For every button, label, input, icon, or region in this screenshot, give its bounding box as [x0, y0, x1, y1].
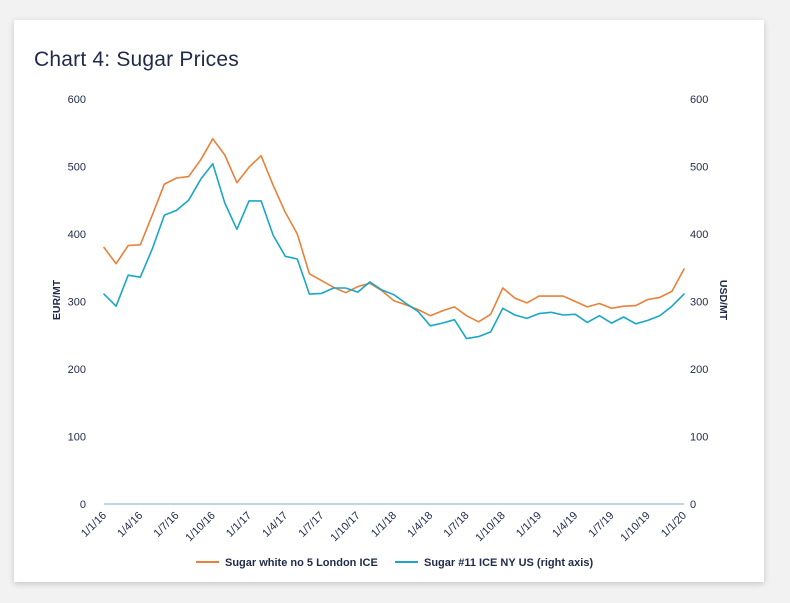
x-axis-ticks: 1/1/16 1/4/16 1/7/16 1/10/16 1/1/17 1/4/17 1/7… — [79, 510, 689, 544]
series-lines — [103, 138, 685, 340]
chart-title: Chart 4: Sugar Prices — [34, 48, 239, 71]
x-tick-1: 1/4/16 — [115, 510, 145, 540]
legend-label-series1: Sugar white no 5 London ICE — [225, 557, 378, 569]
x-tick-0: 1/1/16 — [79, 510, 109, 540]
x-tick-11: 1/10/18 — [473, 510, 507, 544]
y-tick-right-6: 600 — [690, 94, 708, 106]
y-tick-right-1: 100 — [690, 432, 708, 444]
x-tick-8: 1/1/18 — [369, 510, 399, 540]
y-tick-left-0: 0 — [80, 499, 86, 511]
y-tick-right-4: 400 — [690, 229, 708, 241]
x-tick-6: 1/7/17 — [297, 510, 327, 540]
y-axis-right-ticks: 0 100 200 300 400 500 600 — [690, 94, 708, 511]
series-line-1 — [103, 138, 685, 323]
x-tick-10: 1/7/18 — [442, 510, 472, 540]
y-axis-title-left: EUR/MT — [51, 279, 63, 320]
x-tick-13: 1/4/19 — [550, 510, 580, 540]
chart-card: Chart 4: Sugar Prices EUR/MT USD/MT 0 100… — [14, 20, 764, 582]
legend-label-series2: Sugar #11 ICE NY US (right axis) — [424, 557, 593, 569]
y-tick-left-1: 100 — [68, 432, 86, 444]
y-tick-right-3: 300 — [690, 297, 708, 309]
y-tick-left-5: 500 — [68, 162, 86, 174]
legend: Sugar white no 5 London ICE Sugar #11 IC… — [196, 557, 593, 569]
x-tick-2: 1/7/16 — [152, 510, 182, 540]
x-tick-14: 1/7/19 — [587, 510, 617, 540]
x-tick-4: 1/1/17 — [224, 510, 254, 540]
y-tick-right-5: 500 — [690, 162, 708, 174]
x-tick-15: 1/10/19 — [618, 510, 652, 544]
x-tick-12: 1/1/19 — [514, 510, 544, 540]
x-tick-9: 1/4/18 — [405, 510, 435, 540]
sugar-prices-line-chart: EUR/MT USD/MT 0 100 200 300 400 500 600 0 100 20… — [51, 94, 729, 569]
x-tick-16: 1/1/20 — [659, 510, 689, 540]
y-axis-left-ticks: 0 100 200 300 400 500 600 — [68, 94, 86, 511]
y-axis-title-right: USD/MT — [717, 280, 729, 321]
y-tick-right-0: 0 — [690, 499, 696, 511]
y-tick-right-2: 200 — [690, 364, 708, 376]
y-tick-left-4: 400 — [68, 229, 86, 241]
x-tick-7: 1/10/17 — [328, 510, 362, 544]
y-tick-left-6: 600 — [68, 94, 86, 106]
y-tick-left-2: 200 — [68, 364, 86, 376]
x-tick-3: 1/10/16 — [183, 510, 217, 544]
series-line-2 — [103, 163, 685, 340]
y-tick-left-3: 300 — [68, 297, 86, 309]
x-tick-5: 1/4/17 — [260, 510, 290, 540]
